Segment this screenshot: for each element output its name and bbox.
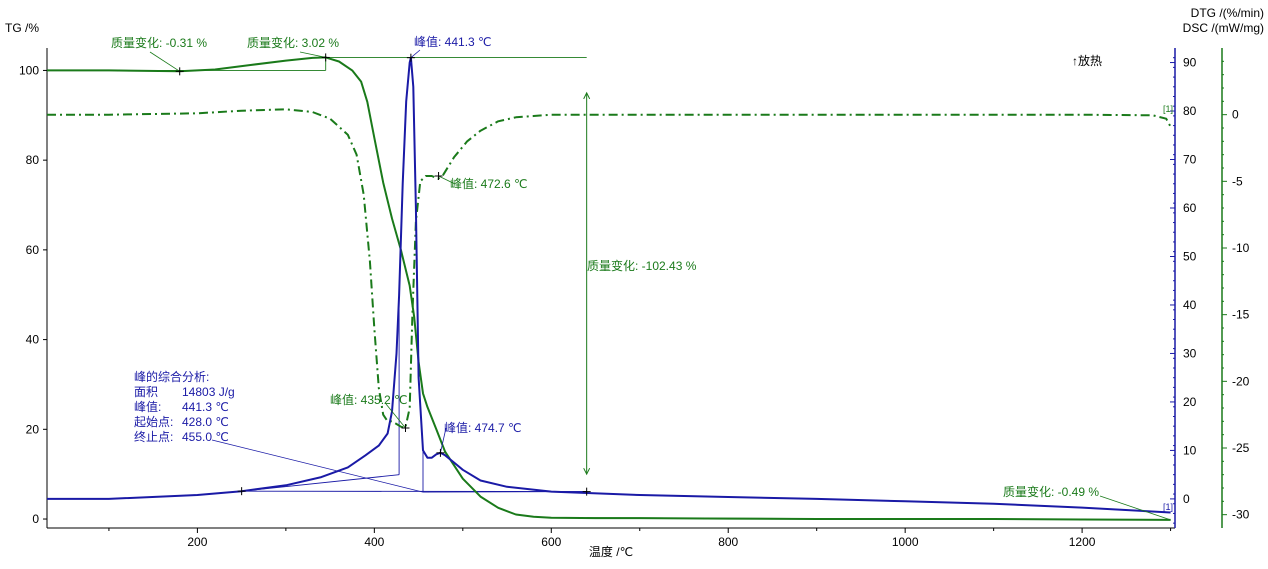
- dsc-tick-label: 90: [1183, 56, 1197, 70]
- annotation-leaders: [149, 49, 1171, 521]
- dtg-curve-label: [1]: [1163, 104, 1173, 114]
- annotation-dtg-peak-1: 峰值: 435.2 ℃: [330, 392, 408, 407]
- annotation-mass-change-4: 质量变化: -0.49 %: [1003, 484, 1099, 499]
- peak-analysis-label-end: 终止点:: [134, 429, 173, 444]
- dtg-axis-title: DTG /(%/min): [1191, 6, 1264, 20]
- mass-change-arrow-head-top: [583, 91, 591, 100]
- dsc-curve: [47, 56, 1171, 514]
- dtg-tick-label: -15: [1232, 308, 1250, 322]
- peak-analysis-label-peak: 峰值:: [134, 399, 161, 414]
- dsc-tick-label: 10: [1183, 443, 1197, 457]
- annotation-dtg-peak-2: 峰值: 472.6 ℃: [450, 176, 528, 191]
- x-tick-label: 200: [187, 535, 207, 549]
- dtg-tick-label: -5: [1232, 174, 1243, 188]
- tg-tick-label: 100: [19, 63, 39, 77]
- x-tick-label: 600: [541, 535, 561, 549]
- dtg-curve: [47, 108, 1172, 429]
- axis-ticks: 200 400 600 800 1000 120002040608010001020304…: [19, 56, 1250, 549]
- peak-analysis-label-area: 面积: [134, 385, 158, 399]
- annotation-leader-peak_dsc2: [440, 427, 447, 453]
- peak-analysis-leader: [211, 439, 424, 493]
- dsc-tick-label: 20: [1183, 395, 1197, 409]
- annotation-dsc-peak: 峰值: 441.3 ℃: [414, 34, 492, 49]
- tg-tick-label: 60: [26, 243, 40, 257]
- exo-direction-label: ↑放热: [1072, 53, 1102, 68]
- peak-analysis-value-onset: 428.0 ℃: [182, 415, 229, 429]
- peak-analysis-title: 峰的综合分析:: [134, 369, 209, 384]
- tg-tick-label: 80: [26, 153, 40, 167]
- dtg-tick-label: -20: [1232, 374, 1250, 388]
- peak-analysis-box: 峰的综合分析: 面积 14803 J/g 峰值: 441.3 ℃ 起始点: 42…: [134, 369, 235, 444]
- dsc-tick-label: 70: [1183, 153, 1197, 167]
- annotation-leader-peak_dsc: [410, 49, 421, 59]
- x-tick-label: 1000: [892, 535, 919, 549]
- dsc-axis-title: DSC /(mW/mg): [1183, 21, 1264, 35]
- tg-curve: [47, 56, 1171, 521]
- annotation-mass-change-1: 质量变化: -0.31 %: [111, 35, 207, 50]
- dsc-tick-label: 80: [1183, 104, 1197, 118]
- dsc-tick-label: 60: [1183, 201, 1197, 215]
- peak-markers: [175, 53, 591, 496]
- tg-tick-label: 0: [32, 512, 39, 526]
- dsc-tick-label: 40: [1183, 298, 1197, 312]
- dsc-tick-label: 0: [1183, 492, 1190, 506]
- annotation-leader-mass2: [299, 51, 326, 58]
- dsc-curve-label: [1]: [1163, 502, 1173, 512]
- dsc-tick-label: 50: [1183, 249, 1197, 263]
- dsc-tick-label: 30: [1183, 346, 1197, 360]
- tg-tick-label: 20: [26, 422, 40, 436]
- annotation-leader-mass4: [1099, 495, 1171, 521]
- guide-lines: [47, 56, 1171, 521]
- annotation-mass-change-3: 质量变化: -102.43 %: [587, 258, 697, 273]
- peak-analysis-value-area: 14803 J/g: [182, 385, 235, 399]
- peak-analysis-value-peak: 441.3 ℃: [182, 400, 229, 414]
- dtg-tick-label: 0: [1232, 108, 1239, 122]
- mass-change-arrow-head-bottom: [583, 467, 591, 476]
- annotation-leader-peak_dtg1: [385, 403, 406, 429]
- tg-tick-label: 40: [26, 333, 40, 347]
- annotation-mass-change-2: 质量变化: 3.02 %: [247, 35, 339, 50]
- x-axis-title: 温度 /℃: [589, 544, 633, 559]
- dtg-tick-label: -30: [1232, 508, 1250, 522]
- annotation-dsc-peak-2: 峰值: 474.7 ℃: [444, 420, 522, 435]
- peak-analysis-label-onset: 起始点:: [134, 415, 173, 429]
- x-tick-label: 800: [718, 535, 738, 549]
- dtg-tick-label: -25: [1232, 441, 1250, 455]
- x-tick-label: 1200: [1069, 535, 1096, 549]
- annotation-leader-mass1: [149, 51, 180, 72]
- x-tick-label: 400: [364, 535, 384, 549]
- dtg-tick-label: -10: [1232, 241, 1250, 255]
- series-lines: [47, 56, 1172, 521]
- annotation-leader-peak_dtg2: [438, 175, 456, 185]
- tg-axis-title: TG /%: [5, 21, 39, 35]
- peak-analysis-value-end: 455.0 ℃: [182, 430, 229, 444]
